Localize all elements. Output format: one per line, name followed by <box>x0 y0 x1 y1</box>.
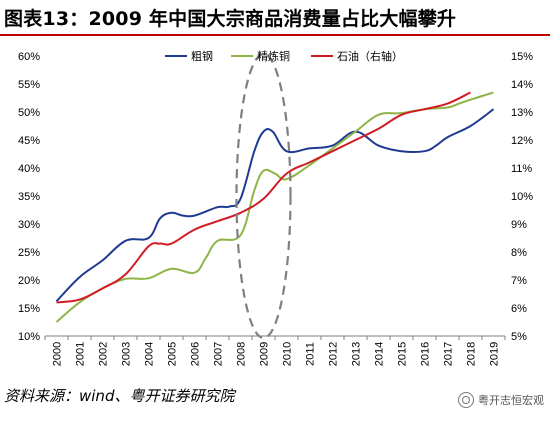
left-tick-label: 30% <box>18 219 40 231</box>
x-tick-label: 2006 <box>190 342 202 366</box>
x-tick-label: 2009 <box>259 342 271 366</box>
x-tick-label: 2000 <box>52 342 64 366</box>
chart: 10% 15% 20% 25% 30% 35% 40% 45% 50% 55% 60% 5% 6% 7% 8… <box>18 49 533 366</box>
legend-label-2: 石油（右轴） <box>337 49 403 63</box>
axes: 10% 15% 20% 25% 30% 35% 40% 45% 50% 55% 60% 5% 6% 7% 8… <box>18 51 533 366</box>
x-tick-label: 2004 <box>144 342 156 366</box>
right-tick-label: 13% <box>511 107 533 119</box>
left-tick-label: 20% <box>18 275 40 287</box>
left-tick-label: 15% <box>18 303 40 315</box>
highlight-ellipse <box>235 52 292 340</box>
legend-label-0: 粗钢 <box>191 50 213 63</box>
left-tick-label: 25% <box>18 247 40 259</box>
x-tick-label: 2016 <box>420 342 432 366</box>
x-tick-label: 2019 <box>489 342 501 366</box>
x-tick-label: 2017 <box>443 342 455 366</box>
series-line-0 <box>55 108 495 302</box>
watermark-text: 粤开志恒宏观 <box>478 394 544 407</box>
chart-title: 图表13：2009 年中国大宗商品消费量占比大幅攀升 <box>4 8 457 30</box>
x-tick-label: 2011 <box>305 342 317 366</box>
right-tick-label: 9% <box>511 219 527 231</box>
left-tick-label: 45% <box>18 135 40 147</box>
right-tick-label: 11% <box>511 163 532 175</box>
left-tick-label: 35% <box>18 191 40 203</box>
right-tick-label: 7% <box>511 275 527 287</box>
right-tick-label: 14% <box>511 79 533 91</box>
right-tick-label: 6% <box>511 303 527 315</box>
x-tick-label: 2007 <box>213 342 225 366</box>
x-tick-label: 2003 <box>121 342 133 366</box>
right-tick-label: 10% <box>511 191 533 203</box>
left-tick-label: 55% <box>18 79 40 91</box>
title-rule <box>0 34 550 36</box>
x-tick-label: 2010 <box>282 342 294 366</box>
x-tick-label: 2005 <box>167 342 179 366</box>
right-tick-label: 12% <box>511 135 533 147</box>
source-note: 资料来源：wind、粤开证券研究院 <box>4 387 235 405</box>
x-tick-label: 2008 <box>236 342 248 366</box>
x-tick-label: 2001 <box>75 342 87 366</box>
watermark: 粤开志恒宏观 <box>458 392 544 408</box>
right-tick-label: 5% <box>511 331 527 343</box>
x-tick-label: 2015 <box>397 342 409 366</box>
highlight-ellipse-2009 <box>235 52 292 340</box>
right-tick-label: 8% <box>511 247 527 259</box>
x-tick-label: 2002 <box>98 342 110 366</box>
left-tick-label: 10% <box>18 331 40 343</box>
right-tick-label: 15% <box>511 51 533 63</box>
x-tick-label: 2014 <box>374 342 386 366</box>
x-tick-label: 2012 <box>328 342 340 366</box>
legend-label-1: 精炼铜 <box>257 49 290 63</box>
legend: 粗钢 精炼铜 石油（右轴） <box>165 49 403 63</box>
wechat-logo-icon <box>458 392 474 408</box>
left-tick-label: 60% <box>18 51 40 63</box>
left-tick-label: 50% <box>18 107 40 119</box>
series-line-2 <box>56 91 471 304</box>
left-tick-label: 40% <box>18 163 40 175</box>
x-tick-label: 2018 <box>466 342 478 366</box>
x-tick-label: 2013 <box>351 342 363 366</box>
series-lines <box>55 91 495 323</box>
series-line-1 <box>55 91 494 323</box>
